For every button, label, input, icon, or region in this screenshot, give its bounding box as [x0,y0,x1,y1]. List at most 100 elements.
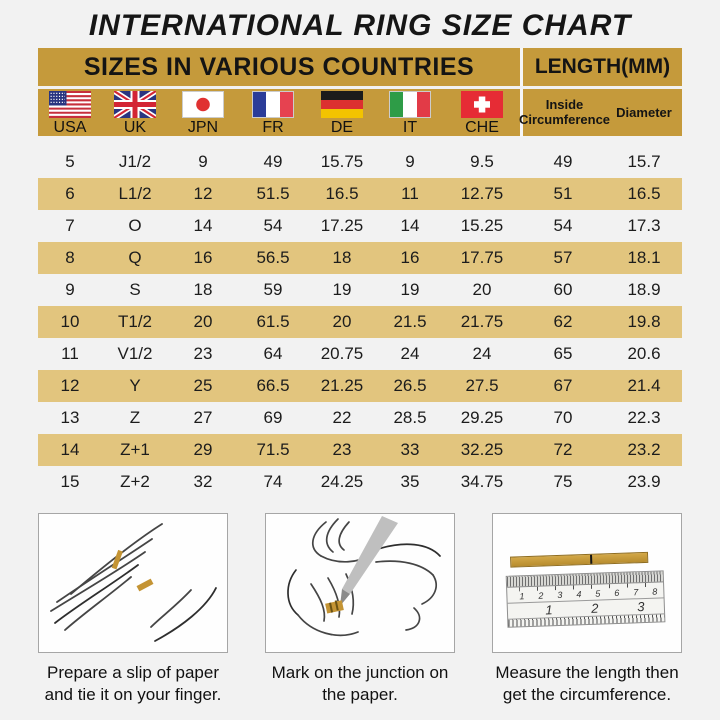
step-2: Mark on the junction on the paper. [265,513,455,707]
table-cell: J1/2 [118,152,152,171]
table-cell: 17.3 [627,216,661,235]
ruler-number: 5 [595,588,601,599]
table-cell: 14 [193,216,213,235]
table-cell: 20 [193,312,213,331]
table-cell: 27.5 [465,376,499,395]
table-cell: 17.25 [320,216,364,235]
country-cell-uk: UK [102,89,168,137]
table-row: 6 L1/2 12 51.5 16.5 11 12.75 51 16.5 [38,178,682,210]
ruler-number: 1 [519,591,525,602]
table-cell: 10 [60,312,80,331]
step-1-panel [38,513,228,653]
table-cell: 16.5 [627,184,661,203]
table-cell: 60 [553,280,573,299]
step-3-caption: Measure the length then get the circumfe… [495,663,679,705]
table-row: 10 T1/2 20 61.5 20 21.5 21.75 62 19.8 [38,306,682,338]
country-cell-it: IT [376,89,444,137]
table-cell: 62 [553,312,573,331]
table-cell: 59 [263,280,283,299]
ruler-number: 3 [636,599,645,615]
table-cell: 14 [400,216,420,235]
table-cell: 12 [60,376,80,395]
column-header-diameter: Diameter [616,104,672,120]
table-cell: 16 [193,248,213,267]
flag-germany-icon [321,91,363,118]
table-cell: 15.25 [460,216,504,235]
table-cell: 74 [263,472,283,491]
ruler-number: 2 [591,600,599,616]
country-label: CHE [465,119,499,136]
table-row: 5 J1/2 9 49 15.75 9 9.5 49 15.7 [38,146,682,178]
table-cell: 9 [198,152,208,171]
size-table-body: 5 J1/2 9 49 15.75 9 9.5 49 15.7 6 L1/2 12 51.5 16.5 11… [38,146,682,498]
table-cell: O [128,216,142,235]
table-cell: 72 [553,440,573,459]
table-cell: 33 [400,440,420,459]
hand-with-paper-strip-icon [50,523,217,642]
table-cell: 19 [332,280,352,299]
table-cell: 6 [65,184,75,203]
table-cell: 26.5 [393,376,427,395]
table-cell: 15.7 [627,152,661,171]
flag-japan-icon [182,91,224,118]
header-sizes-label: SIZES IN VARIOUS COUNTRIES [38,48,520,86]
table-cell: 12.75 [460,184,504,203]
table-cell: 23 [332,440,352,459]
table-cell: 13 [60,408,80,427]
table-cell: L1/2 [118,184,152,203]
country-cell-che: CHE [444,89,520,137]
ruler-number: 1 [545,602,553,618]
table-header-row: SIZES IN VARIOUS COUNTRIES LENGTH(MM) [38,48,682,86]
table-row: 14 Z+1 29 71.5 23 33 32.25 72 23.2 [38,434,682,466]
country-label: DE [330,119,354,136]
table-cell: 27 [193,408,213,427]
table-cell: 23 [193,344,213,363]
table-cell: 19.8 [627,312,661,331]
table-cell: 20.75 [320,344,364,363]
table-cell: Y [129,376,141,395]
table-cell: 24.25 [320,472,364,491]
table-cell: 19 [400,280,420,299]
header-length-label: LENGTH(MM) [520,48,682,86]
country-cell-usa: USA [38,89,102,137]
flag-switzerland-icon [461,91,503,118]
step-1: Prepare a slip of paper and tie it on yo… [38,513,228,707]
table-cell: 65 [553,344,573,363]
ruler-number: 8 [652,586,658,597]
table-cell: 56.5 [256,248,290,267]
table-cell: 69 [263,408,283,427]
ruler-number: 6 [614,587,620,599]
size-table: SIZES IN VARIOUS COUNTRIES LENGTH(MM) US… [38,48,682,498]
paper-strip [510,551,649,568]
table-cell: 20.6 [627,344,661,363]
table-cell: 20 [472,280,492,299]
table-cell: 51 [553,184,573,203]
table-cell: 32 [193,472,213,491]
table-cell: 51.5 [256,184,290,203]
table-cell: Z+1 [120,440,150,459]
table-row: 7 O 14 54 17.25 14 15.25 54 17.3 [38,210,682,242]
table-cell: 49 [553,152,573,171]
table-cell: 22.3 [627,408,661,427]
country-label: IT [402,119,418,136]
hand-marking-pen-icon [287,516,441,637]
table-cell: 49 [263,152,283,171]
table-cell: 61.5 [256,312,290,331]
table-cell: Q [128,248,142,267]
table-cell: 11 [61,344,79,363]
table-row: 12 Y 25 66.5 21.25 26.5 27.5 67 21.4 [38,370,682,402]
table-cell: 11 [401,184,419,203]
table-row: 11 V1/2 23 64 20.75 24 24 65 20.6 [38,338,682,370]
country-label: JPN [187,119,219,136]
table-cell: 9 [65,280,75,299]
table-cell: 20 [332,312,352,331]
table-cell: 57 [553,248,573,267]
table-cell: 54 [263,216,283,235]
flag-usa-icon [49,91,91,118]
table-cell: 28.5 [393,408,427,427]
country-cell-jpn: JPN [168,89,238,137]
table-cell: 9.5 [470,152,494,171]
